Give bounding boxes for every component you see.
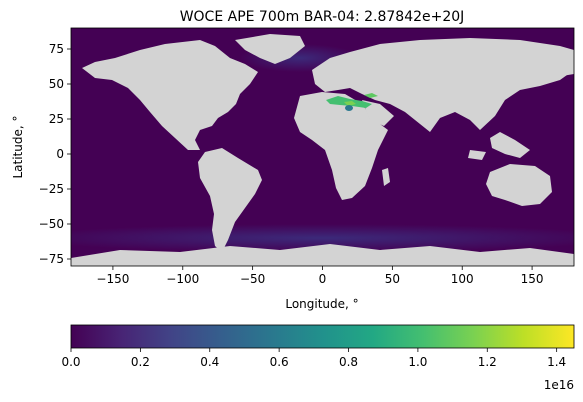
colorbar-tick-label: 0.6 bbox=[270, 355, 289, 369]
colorbar-tick-label: 1.4 bbox=[547, 355, 566, 369]
land bbox=[71, 34, 574, 266]
map-area bbox=[71, 28, 574, 266]
colorbar-tick-label: 0.4 bbox=[200, 355, 219, 369]
y-axis-label: Latitude, ° bbox=[11, 115, 25, 178]
colorbar-scale-label: 1e16 bbox=[544, 378, 574, 392]
colorbar bbox=[70, 324, 575, 349]
x-tick-label: 100 bbox=[451, 272, 474, 286]
colorbar-tick-label: 1.0 bbox=[408, 355, 427, 369]
x-tick-label: −50 bbox=[240, 272, 265, 286]
y-tick-label: 75 bbox=[49, 42, 64, 56]
colorbar-tick-label: 0.0 bbox=[61, 355, 80, 369]
x-axis-ticks: −150 −100 −50 0 50 100 150 bbox=[96, 266, 544, 286]
y-tick-label: 0 bbox=[56, 147, 64, 161]
y-tick-label: 25 bbox=[49, 112, 64, 126]
y-axis-ticks: 75 50 25 0 −25 −50 −75 bbox=[39, 42, 71, 266]
y-tick-label: −75 bbox=[39, 252, 64, 266]
x-tick-label: 150 bbox=[521, 272, 544, 286]
colorbar-tick-label: 0.2 bbox=[131, 355, 150, 369]
y-tick-label: −50 bbox=[39, 217, 64, 231]
y-tick-label: −25 bbox=[39, 182, 64, 196]
chart-title: WOCE APE 700m BAR-04: 2.87842e+20J bbox=[180, 9, 465, 25]
mediterranean-hotspot bbox=[326, 93, 378, 111]
x-tick-label: 0 bbox=[319, 272, 327, 286]
southern-ocean-band bbox=[71, 224, 574, 252]
x-tick-label: −100 bbox=[166, 272, 199, 286]
colorbar-ticks: 0.0 0.2 0.4 0.6 0.8 1.0 1.2 1.4 bbox=[61, 348, 566, 369]
x-tick-label: −150 bbox=[96, 272, 129, 286]
y-tick-label: 50 bbox=[49, 77, 64, 91]
x-tick-label: 50 bbox=[385, 272, 400, 286]
colorbar-tick-label: 1.2 bbox=[478, 355, 497, 369]
colorbar-tick-label: 0.8 bbox=[339, 355, 358, 369]
x-axis-label: Longitude, ° bbox=[285, 297, 358, 311]
